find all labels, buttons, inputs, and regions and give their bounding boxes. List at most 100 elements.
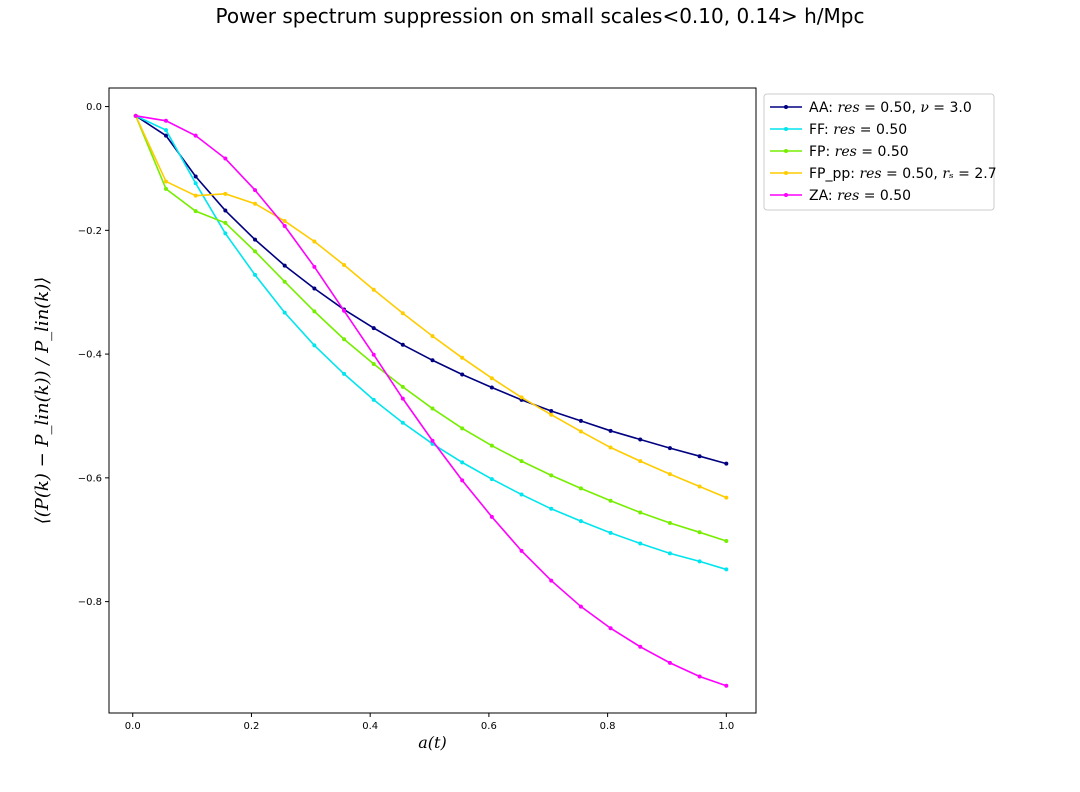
chart-title: Power spectrum suppression on small scal… xyxy=(215,4,865,28)
data-point xyxy=(282,263,287,268)
data-point xyxy=(282,310,287,315)
data-point xyxy=(193,181,198,186)
data-point xyxy=(430,334,435,339)
x-axis: 0.0 0.2 0.4 0.6 0.8 1.0 xyxy=(125,713,734,732)
data-point xyxy=(638,510,643,515)
legend-entry: FF: res = 0.50 xyxy=(770,122,907,138)
data-point xyxy=(638,644,643,649)
data-point xyxy=(578,418,583,423)
data-point xyxy=(638,437,643,442)
data-point xyxy=(223,220,228,225)
legend-box xyxy=(763,93,995,211)
data-point xyxy=(253,188,258,193)
series-3 xyxy=(133,113,729,500)
legend-label: ZA: res = 0.50 xyxy=(809,188,911,204)
data-point xyxy=(193,209,198,214)
legend-label: FP_pp: res = 0.50, rₛ = 2.7 xyxy=(809,166,997,182)
data-point xyxy=(342,371,347,376)
data-point xyxy=(163,179,168,184)
x-tick-label: 1.0 xyxy=(718,721,734,732)
data-point xyxy=(724,683,729,688)
data-point xyxy=(667,521,672,526)
y-axis-label: ⟨(P(k) − P_lin(k)) / P_lin(k)⟩ xyxy=(32,277,53,525)
data-point xyxy=(578,519,583,524)
legend-swatch-marker xyxy=(784,149,788,153)
series-line xyxy=(134,115,727,542)
data-point xyxy=(430,406,435,411)
data-point xyxy=(724,461,729,466)
series-2 xyxy=(133,113,729,543)
data-point xyxy=(519,492,524,497)
data-point xyxy=(400,342,405,347)
data-point xyxy=(489,376,494,381)
series-line xyxy=(135,115,727,687)
legend-swatch-marker xyxy=(784,127,788,131)
data-point xyxy=(223,191,228,196)
data-point xyxy=(253,249,258,254)
plot-frame xyxy=(108,87,757,714)
legend-swatch-marker xyxy=(784,193,788,197)
series-line xyxy=(135,115,727,571)
data-point xyxy=(489,477,494,482)
data-point xyxy=(193,133,198,138)
data-point xyxy=(400,384,405,389)
data-point xyxy=(223,156,228,161)
x-tick-label: 0.6 xyxy=(481,721,497,732)
x-tick-label: 0.2 xyxy=(244,721,260,732)
data-point xyxy=(312,239,317,244)
legend-entry: AA: res = 0.50, ν = 3.0 xyxy=(770,100,972,116)
series-layer xyxy=(133,113,729,688)
data-point xyxy=(460,355,465,360)
legend-entry: FP_pp: res = 0.50, rₛ = 2.7 xyxy=(770,166,997,182)
data-point xyxy=(312,309,317,314)
data-point xyxy=(578,429,583,434)
data-point xyxy=(608,445,613,450)
data-point xyxy=(253,237,258,242)
data-point xyxy=(400,420,405,425)
data-point xyxy=(697,559,702,564)
data-point xyxy=(430,438,435,443)
y-axis: 0.0 −0.2 −0.4 −0.6 −0.8 xyxy=(78,102,109,608)
data-point xyxy=(638,459,643,464)
data-point xyxy=(342,262,347,267)
data-point xyxy=(193,193,198,198)
data-point xyxy=(342,337,347,342)
x-tick-label: 0.8 xyxy=(600,721,616,732)
y-axis-label-text: ⟨(P(k) − P_lin(k)) / P_lin(k)⟩ xyxy=(32,277,53,525)
data-point xyxy=(549,506,554,511)
data-point xyxy=(371,361,376,366)
data-point xyxy=(519,548,524,553)
data-point xyxy=(608,428,613,433)
legend: AA: res = 0.50, ν = 3.0 FF: res = 0.50 FP:… xyxy=(763,93,997,211)
legend-swatch-marker xyxy=(784,171,788,175)
data-point xyxy=(400,396,405,401)
y-tick-label: −0.6 xyxy=(78,473,102,484)
data-point xyxy=(697,530,702,535)
data-point xyxy=(223,231,228,236)
data-point xyxy=(608,626,613,631)
data-point xyxy=(253,201,258,206)
data-point xyxy=(163,128,168,133)
data-point xyxy=(638,541,643,546)
data-point xyxy=(371,326,376,331)
data-point xyxy=(312,343,317,348)
series-1 xyxy=(133,113,729,572)
data-point xyxy=(460,426,465,431)
data-point xyxy=(371,287,376,292)
data-point xyxy=(163,118,168,123)
x-tick-label: 0.0 xyxy=(125,721,141,732)
data-point xyxy=(163,186,168,191)
data-point xyxy=(697,454,702,459)
x-tick-label: 0.4 xyxy=(362,721,378,732)
data-point xyxy=(460,478,465,483)
y-tick-label: −0.2 xyxy=(78,226,102,237)
y-tick-label: −0.4 xyxy=(78,350,102,361)
data-point xyxy=(697,674,702,679)
data-point xyxy=(608,530,613,535)
data-point xyxy=(697,484,702,489)
data-point xyxy=(724,538,729,543)
data-point xyxy=(133,113,138,118)
x-axis-label: a(t) xyxy=(418,733,446,752)
data-point xyxy=(667,472,672,477)
data-point xyxy=(430,358,435,363)
